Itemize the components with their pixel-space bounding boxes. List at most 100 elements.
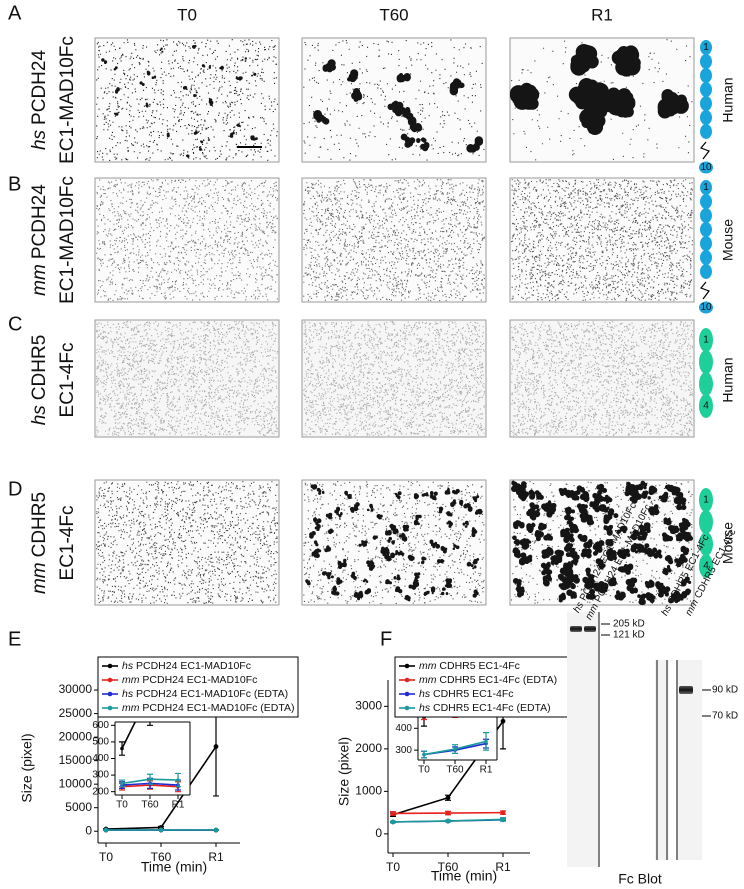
x-tick-label: T60 (151, 850, 172, 864)
domain (699, 532, 713, 556)
y-tick-label: 400 (92, 753, 109, 764)
y-tick-label: 5000 (65, 800, 92, 814)
y-tick-label: 3000 (355, 699, 382, 713)
point (148, 777, 152, 782)
legend-entry: mm CDHR5 EC1-4Fc (419, 660, 520, 672)
band (570, 626, 582, 632)
speckle (303, 321, 485, 436)
domain (699, 372, 713, 396)
series-line (423, 690, 435, 718)
row-label: EC1-4Fc (57, 343, 78, 418)
protein: PCDH24 (29, 50, 50, 125)
point (120, 781, 124, 786)
band (584, 626, 596, 632)
x-tick-label: R1 (208, 850, 224, 864)
row-label: hs PCDH24 (29, 50, 50, 150)
species: hs (571, 600, 586, 614)
legend-swatch (107, 705, 113, 711)
panel-label: F (380, 628, 392, 650)
linker (699, 141, 710, 160)
y-tick-label: 200 (92, 786, 109, 797)
point (445, 795, 451, 801)
y-tick-label: 20000 (59, 729, 93, 743)
point (120, 746, 124, 751)
x-tick-label: T0 (418, 765, 430, 776)
point (453, 747, 457, 751)
aggregate (313, 59, 484, 153)
organism: Human (720, 357, 736, 402)
domain (700, 68, 712, 83)
speckle (510, 179, 693, 302)
domain (700, 40, 712, 55)
micrograph (301, 319, 487, 438)
x-tick-label: T60 (141, 800, 159, 811)
x-axis-label: Time (min) (141, 859, 207, 875)
domain (699, 488, 713, 512)
y-tick-label: 500 (92, 737, 109, 748)
point (453, 628, 457, 632)
species: hs (29, 405, 50, 426)
point (500, 817, 506, 822)
legend-entry: hs PCDH24 EC1-MAD10Fc (122, 660, 251, 672)
domain-number: 1 (703, 42, 709, 53)
domain-number: 10 (700, 162, 712, 173)
x-axis-label: Time (min) (431, 868, 497, 884)
x-tick-label: R1 (495, 860, 511, 874)
legend-entry: hs PCDH24 EC1-MAD10Fc (EDTA) (122, 688, 288, 700)
marker-label: 70 kD (712, 711, 738, 722)
panel-label: B (8, 173, 21, 195)
micrograph (301, 177, 487, 303)
point (213, 827, 219, 833)
series-line (121, 722, 137, 749)
organism: Human (720, 77, 736, 122)
domain (700, 54, 712, 69)
marker-label: 205 kD (613, 619, 645, 630)
y-tick-label: 300 (92, 770, 109, 781)
x-tick-label: T0 (386, 860, 400, 874)
column-header: T60 (379, 5, 408, 24)
micrograph (94, 37, 280, 163)
x-tick-label: R1 (172, 800, 185, 811)
marker-label: 121 kD (613, 630, 645, 641)
legend-swatch (404, 663, 410, 669)
aggregate (509, 43, 689, 135)
legend-box (97, 656, 299, 718)
row-label: mm PCDH24 (29, 184, 50, 296)
species: mm (29, 562, 50, 594)
domain (700, 208, 712, 223)
row-label: EC1-MAD10Fc (57, 176, 78, 304)
band (679, 686, 693, 694)
marker-label: 90 kD (712, 685, 738, 696)
domain (699, 394, 713, 418)
domain-number: 4 (703, 401, 709, 412)
y-tick-label: 15000 (59, 753, 93, 767)
domain (700, 194, 712, 209)
speckle (303, 481, 485, 605)
legend-swatch (404, 677, 410, 683)
row-label: hs CDHR5 (29, 335, 50, 426)
micrograph (301, 37, 487, 163)
domain (700, 124, 712, 139)
domain (700, 250, 712, 265)
domain-number: 10 (700, 302, 712, 313)
row-label: EC1-4Fc (57, 506, 78, 581)
micrograph (94, 177, 280, 303)
point (103, 827, 109, 833)
point (500, 718, 506, 724)
point (500, 810, 506, 816)
point (213, 744, 219, 749)
y-tick-label: 300 (395, 745, 412, 756)
panel-label: D (8, 478, 22, 500)
blot-caption: Fc Blot (618, 871, 662, 887)
speckle (510, 321, 694, 436)
species: mm (29, 264, 50, 296)
point (158, 827, 164, 833)
domain (700, 96, 712, 111)
legend-swatch (404, 705, 410, 711)
row-label: EC1-MAD10Fc (57, 36, 78, 164)
aggregate (511, 480, 694, 606)
x-tick-label: T60 (438, 860, 459, 874)
legend-entry: hs CDHR5 EC1-4Fc (419, 688, 514, 700)
domain (700, 180, 712, 195)
